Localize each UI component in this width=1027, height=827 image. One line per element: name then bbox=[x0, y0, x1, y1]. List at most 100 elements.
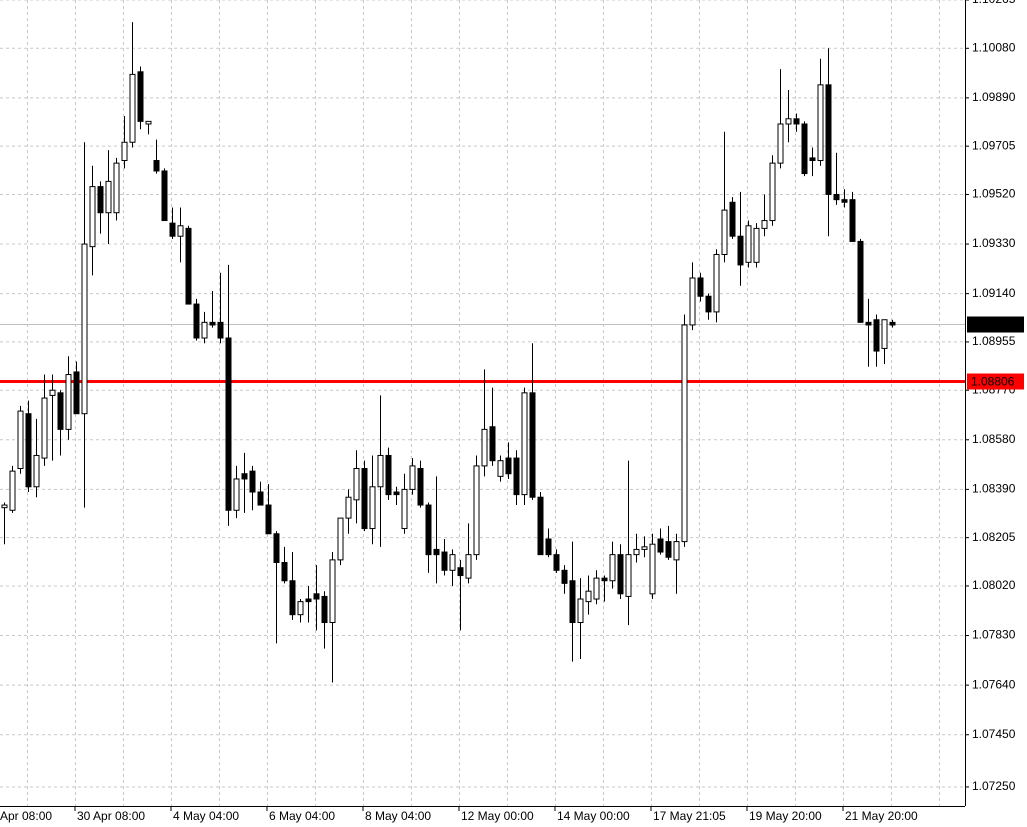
candle-body bbox=[649, 543, 656, 595]
candle-body bbox=[345, 496, 352, 519]
candle-body bbox=[321, 595, 328, 624]
candle-body bbox=[201, 321, 208, 339]
candle-body bbox=[521, 392, 528, 496]
candle-body bbox=[529, 392, 536, 498]
candle-body bbox=[593, 577, 600, 600]
candle-body bbox=[217, 321, 224, 339]
candle-body bbox=[49, 389, 56, 396]
candle-body bbox=[377, 454, 384, 488]
candle-body bbox=[81, 243, 88, 415]
candle-body bbox=[1, 504, 8, 509]
candle-body bbox=[785, 118, 792, 125]
candle-body bbox=[121, 141, 128, 162]
candle-body bbox=[889, 321, 896, 326]
candle-body bbox=[801, 123, 808, 175]
candle-body bbox=[233, 478, 240, 511]
candle-body bbox=[777, 123, 784, 164]
candle-body bbox=[737, 235, 744, 266]
y-tick-label: 1.07450 bbox=[972, 727, 1016, 741]
candle-body bbox=[585, 590, 592, 603]
candle-body bbox=[305, 598, 312, 603]
candle-body bbox=[153, 160, 160, 172]
candle-body bbox=[793, 118, 800, 125]
candle-body bbox=[225, 337, 232, 511]
candle-body bbox=[729, 201, 736, 237]
candle-body bbox=[185, 227, 192, 305]
price-tag bbox=[967, 373, 1024, 390]
candle-body bbox=[705, 295, 712, 313]
candle-body bbox=[817, 84, 824, 162]
y-tick-label: 1.10080 bbox=[972, 40, 1016, 54]
candle-body bbox=[89, 186, 96, 248]
candle-body bbox=[665, 541, 672, 558]
candle-body bbox=[449, 554, 456, 571]
x-tick-label: 21 May 20:00 bbox=[845, 809, 918, 823]
candle-body bbox=[489, 426, 496, 462]
candle-body bbox=[457, 567, 464, 577]
candle-body bbox=[209, 321, 216, 326]
candle-body bbox=[313, 593, 320, 600]
candle-body bbox=[337, 517, 344, 561]
candle-body bbox=[161, 170, 168, 222]
candle-body bbox=[609, 554, 616, 582]
candle-body bbox=[577, 598, 584, 624]
candle-body bbox=[681, 324, 688, 543]
candle-body bbox=[113, 162, 120, 214]
candle-body bbox=[105, 180, 112, 214]
candle-body bbox=[241, 473, 248, 480]
candle-body bbox=[473, 465, 480, 556]
candle-body bbox=[97, 186, 104, 214]
x-tick-label: 14 May 00:00 bbox=[557, 809, 630, 823]
candle-body bbox=[57, 392, 64, 430]
candle-body bbox=[497, 460, 504, 477]
candle-body bbox=[297, 601, 304, 616]
candle-body bbox=[129, 73, 136, 143]
y-tick-label: 1.08205 bbox=[972, 530, 1016, 544]
candle-body bbox=[17, 410, 24, 470]
candle-body bbox=[601, 577, 608, 582]
candle-body bbox=[625, 554, 632, 597]
y-tick-label: 1.10265 bbox=[972, 0, 1016, 6]
candle-body bbox=[617, 554, 624, 595]
candle-body bbox=[289, 580, 296, 616]
y-tick-label: 1.09520 bbox=[972, 187, 1016, 201]
candle-body bbox=[169, 222, 176, 237]
y-tick-label: 1.08955 bbox=[972, 334, 1016, 348]
x-tick-label: 4 May 04:00 bbox=[173, 809, 239, 823]
candle-body bbox=[9, 470, 16, 511]
candle-body bbox=[401, 488, 408, 530]
candle-body bbox=[769, 162, 776, 222]
candle-body bbox=[561, 569, 568, 584]
candle-body bbox=[641, 546, 648, 550]
candle-body bbox=[137, 71, 144, 122]
x-tick-label: 8 May 04:00 bbox=[365, 809, 431, 823]
candle-body bbox=[513, 457, 520, 496]
candle-body bbox=[65, 374, 72, 430]
candle-body bbox=[193, 303, 200, 339]
candle-body bbox=[265, 504, 272, 535]
y-tick-label: 1.07830 bbox=[972, 628, 1016, 642]
candle-body bbox=[713, 253, 720, 313]
y-tick-label: 1.08020 bbox=[972, 578, 1016, 592]
candle-body bbox=[33, 454, 40, 488]
x-tick-label: Apr 08:00 bbox=[0, 809, 52, 823]
price-tag bbox=[967, 316, 1024, 333]
candle-body bbox=[753, 227, 760, 263]
x-tick-label: 6 May 04:00 bbox=[269, 809, 335, 823]
candle-body bbox=[281, 561, 288, 582]
candle-body bbox=[881, 319, 888, 349]
candle-body bbox=[433, 548, 440, 556]
candle-body bbox=[633, 548, 640, 556]
y-tick-label: 1.08390 bbox=[972, 482, 1016, 496]
candle-body bbox=[481, 428, 488, 467]
candle-body bbox=[545, 538, 552, 556]
candle-body bbox=[505, 457, 512, 475]
candle-body bbox=[865, 321, 872, 326]
y-tick-label: 1.09140 bbox=[972, 286, 1016, 300]
candle-body bbox=[809, 157, 816, 162]
candle-body bbox=[825, 84, 832, 195]
x-tick-label: 12 May 00:00 bbox=[461, 809, 534, 823]
candle-body bbox=[553, 554, 560, 571]
x-tick-label: 19 May 20:00 bbox=[749, 809, 822, 823]
